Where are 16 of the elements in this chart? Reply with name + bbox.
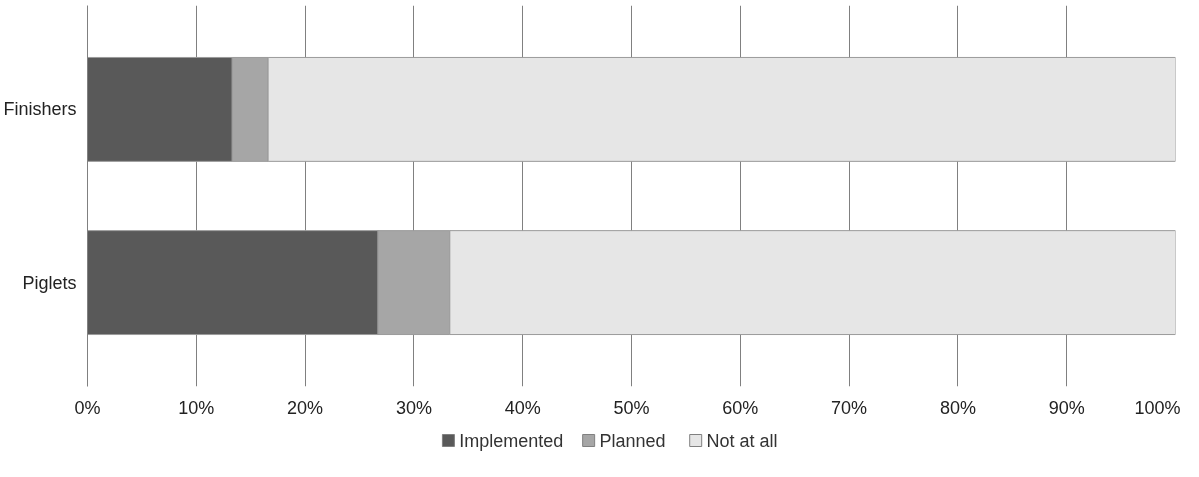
y-tick-label: Piglets [22, 272, 77, 293]
x-tick-label: 100% [1134, 397, 1181, 418]
x-tick-label: 90% [1048, 397, 1085, 418]
legend-label: Planned [599, 430, 666, 451]
legend-label: Not at all [706, 430, 778, 451]
x-tick-label: 80% [939, 397, 976, 418]
x-tick-label: 40% [504, 397, 541, 418]
x-tick-label: 0% [74, 397, 101, 418]
y-tick-label: Finishers [3, 99, 77, 120]
x-tick-label: 50% [613, 397, 650, 418]
x-tick-label: 30% [395, 397, 432, 418]
x-tick-label: 70% [831, 397, 868, 418]
legend-label: Implemented [459, 430, 564, 451]
x-tick-label: 60% [722, 397, 759, 418]
x-tick-label: 20% [287, 397, 324, 418]
x-tick-label: 10% [178, 397, 215, 418]
